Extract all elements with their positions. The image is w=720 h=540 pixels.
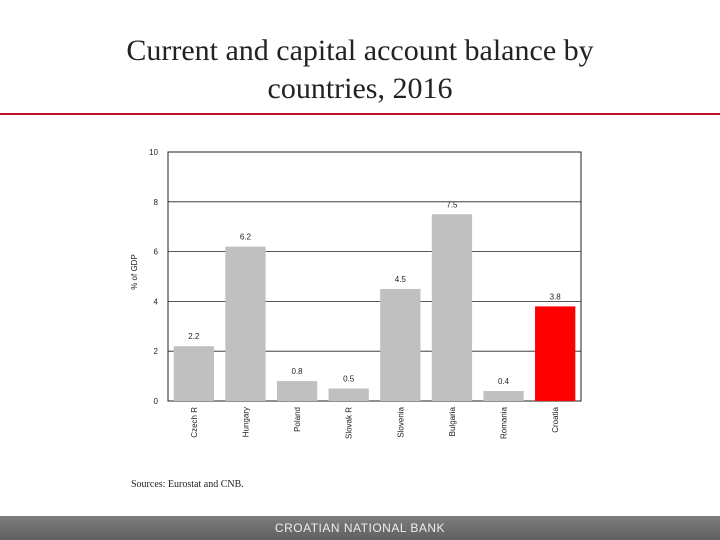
data-label: 0.4 (498, 377, 510, 386)
plot-frame (167, 151, 582, 402)
bar-czech-r (173, 346, 214, 401)
bar-slovak-r (328, 388, 369, 401)
footer-bar: CROATIAN NATIONAL BANK (0, 516, 720, 540)
title-divider (0, 113, 720, 115)
bar-croatia (535, 306, 576, 401)
bar-poland (276, 381, 318, 401)
x-tick-label: Slovenia (396, 406, 405, 437)
data-label: 4.5 (395, 275, 407, 284)
bar-slovenia (380, 288, 421, 401)
y-tick-label: 8 (154, 198, 159, 207)
x-tick-label: Romania (500, 406, 509, 439)
bar-romania (483, 391, 524, 401)
label-layer: 0 2 4 6 8 10 2.2 Czech R 6.2 Hungary 0.8 Poland 0.5 S… (149, 148, 561, 439)
data-label: 2.2 (188, 332, 200, 341)
data-label: 0.8 (292, 367, 304, 376)
data-label: 6.2 (240, 233, 252, 242)
y-tick-label: 0 (154, 397, 159, 406)
y-tick-label: 10 (149, 148, 158, 157)
x-tick-label: Czech R (190, 407, 199, 438)
bar-hungary (225, 246, 266, 401)
y-axis-label: % of GDP (130, 254, 139, 290)
slide-title: Current and capital account balance by c… (60, 32, 660, 108)
source-note: Sources: Eurostat and CNB. (131, 479, 244, 490)
x-tick-label: Hungary (241, 407, 250, 437)
data-label: 3.8 (550, 292, 562, 301)
y-tick-label: 4 (154, 297, 159, 306)
title-line-2: countries, 2016 (267, 72, 453, 105)
title-line-1: Current and capital account balance by (126, 34, 594, 67)
footer-bank-name: CROATIAN NATIONAL BANK (274, 521, 446, 535)
x-tick-label: Croatia (551, 406, 560, 432)
x-tick-label: Slovak R (345, 407, 354, 439)
y-tick-label: 6 (154, 248, 159, 257)
bar-layer (173, 214, 576, 401)
x-tick-label: Poland (293, 407, 302, 432)
bar-bulgaria (431, 214, 473, 401)
y-tick-label: 2 (154, 347, 159, 356)
data-label: 7.5 (446, 200, 458, 209)
x-tick-label: Bulgaria (448, 406, 457, 436)
data-label: 0.5 (343, 375, 355, 384)
